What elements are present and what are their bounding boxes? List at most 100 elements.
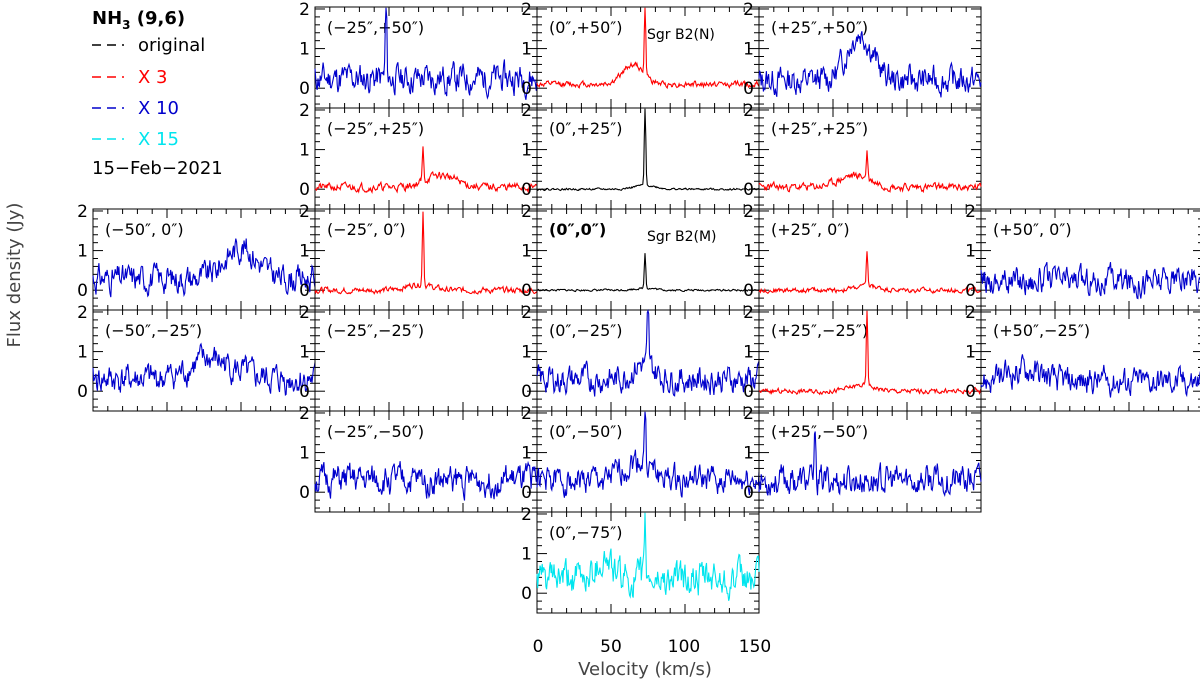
panel-offset-label: (0″,−50″)	[549, 422, 622, 441]
panel-offset-label: (0″,−75″)	[549, 523, 622, 542]
panel-ticks	[92, 209, 316, 310]
y-tick-label: 0	[965, 281, 976, 301]
x-tick-label: 50	[600, 637, 622, 657]
y-tick-label: 1	[743, 444, 754, 464]
panel-offset-label: (−25″,+50″)	[327, 18, 424, 37]
y-tick-label: 1	[521, 545, 532, 565]
spectrum-panel: 0 1 2 (+25″,+25″)	[743, 101, 982, 210]
y-tick-label: 1	[743, 242, 754, 262]
y-tick-label: 0	[521, 79, 532, 99]
y-tick-label: 0	[521, 584, 532, 604]
y-tick-label: 2	[743, 202, 754, 222]
spectrum-panel: 0 1 2 (+25″,−50″)	[743, 404, 982, 513]
panel-ticks	[980, 209, 1200, 310]
spectrum-panel: 0 1 2 (0″,−50″)	[521, 404, 760, 513]
spectrum-panel: 0 1 2 (−50″, 0″)	[77, 202, 316, 311]
panel-offset-label: (−50″,−25″)	[105, 321, 202, 340]
panel-ticks	[92, 310, 316, 411]
spectrum-line	[536, 411, 760, 498]
y-tick-label: 1	[965, 343, 976, 363]
spectrum-line	[758, 31, 982, 98]
y-tick-label: 2	[965, 303, 976, 323]
y-tick-label: 0	[77, 382, 88, 402]
legend-label-x10: X 10	[138, 98, 179, 119]
y-tick-label: 0	[299, 483, 310, 503]
chart-date: 15−Feb−2021	[92, 158, 223, 179]
spectrum-line	[536, 108, 760, 192]
spectrum-line	[758, 251, 982, 295]
spectrum-line	[536, 253, 760, 293]
panel-source-label: Sgr B2(M)	[647, 229, 717, 245]
spectrum-panel: 0 1 2 (−25″,+25″)	[299, 101, 538, 210]
y-tick-label: 1	[77, 343, 88, 363]
y-tick-label: 1	[299, 141, 310, 161]
panel-offset-label: (0″,+50″)	[549, 18, 622, 37]
spectrum-line	[536, 512, 760, 601]
spectrum-line	[536, 308, 760, 397]
y-tick-label: 1	[743, 40, 754, 60]
y-tick-label: 1	[299, 40, 310, 60]
spectrum-line	[92, 342, 316, 397]
y-tick-label: 1	[743, 141, 754, 161]
panel-offset-label: (0″,−25″)	[549, 321, 622, 340]
y-tick-label: 2	[299, 101, 310, 121]
y-tick-label: 1	[299, 444, 310, 464]
y-tick-label: 0	[521, 382, 532, 402]
panel-frame	[758, 410, 982, 513]
y-tick-label: 1	[77, 242, 88, 262]
spectrum-line	[980, 354, 1200, 398]
spectrum-line	[536, 7, 760, 90]
spectrum-line	[314, 146, 538, 195]
panel-grid: 0 1 2 (−25″,+50″) 0 1 2 (0″,+50″) Sgr B2(N) 0 1 2 (+…	[77, 0, 1200, 614]
spectrum-panel: 0 1 2 (0″,0″) Sgr B2(M)	[521, 202, 760, 311]
y-tick-label: 0	[743, 483, 754, 503]
y-tick-label: 2	[299, 0, 310, 20]
y-tick-label: 2	[743, 0, 754, 20]
spectrum-line	[314, 460, 538, 501]
panel-offset-label: (0″,0″)	[549, 220, 606, 239]
y-tick-label: 0	[521, 281, 532, 301]
legend-label-x3: X 3	[138, 67, 168, 88]
y-tick-label: 0	[299, 382, 310, 402]
y-tick-label: 2	[743, 404, 754, 424]
panel-offset-label: (−25″,+25″)	[327, 119, 424, 138]
y-tick-label: 2	[965, 202, 976, 222]
y-tick-label: 2	[299, 404, 310, 424]
panel-offset-label: (−25″, 0″)	[327, 220, 406, 239]
spectrum-panel: 0 1 2 (−25″,−50″)	[299, 404, 538, 513]
panel-offset-label: (−25″,−25″)	[327, 321, 424, 340]
x-axis-title: Velocity (km/s)	[578, 659, 712, 680]
spectrum-line	[92, 238, 316, 298]
panel-offset-label: (+50″, 0″)	[993, 220, 1072, 239]
panel-offset-label: (+25″,+25″)	[771, 119, 868, 138]
panel-ticks	[758, 209, 982, 310]
y-tick-label: 1	[299, 343, 310, 363]
x-tick-label: 100	[668, 637, 700, 657]
y-tick-label: 0	[743, 79, 754, 99]
y-tick-label: 0	[743, 281, 754, 301]
panel-ticks	[536, 310, 760, 411]
y-tick-label: 0	[743, 382, 754, 402]
y-tick-label: 2	[743, 303, 754, 323]
spectrum-line	[314, 7, 538, 100]
y-tick-label: 1	[743, 343, 754, 363]
y-tick-label: 1	[521, 242, 532, 262]
y-tick-label: 0	[77, 281, 88, 301]
panel-ticks	[758, 108, 982, 209]
panel-offset-label: (0″,+25″)	[549, 119, 622, 138]
y-tick-label: 1	[521, 40, 532, 60]
y-tick-label: 0	[299, 180, 310, 200]
spectrum-panel: 0 1 2 (−50″,−25″)	[77, 303, 316, 412]
x-tick-labels: 0 50 100 150	[533, 637, 772, 657]
panel-offset-label: (+25″,+50″)	[771, 18, 868, 37]
spectrum-panel: 0 1 2 (−25″,+50″)	[299, 0, 538, 109]
panel-source-label: Sgr B2(N)	[647, 27, 715, 43]
x-tick-label: 150	[739, 637, 771, 657]
y-tick-label: 2	[77, 303, 88, 323]
y-tick-label: 2	[743, 101, 754, 121]
y-tick-label: 0	[299, 281, 310, 301]
panel-offset-label: (−25″,−50″)	[327, 422, 424, 441]
y-tick-label: 0	[965, 382, 976, 402]
y-tick-label: 1	[521, 343, 532, 363]
y-tick-label: 2	[299, 303, 310, 323]
